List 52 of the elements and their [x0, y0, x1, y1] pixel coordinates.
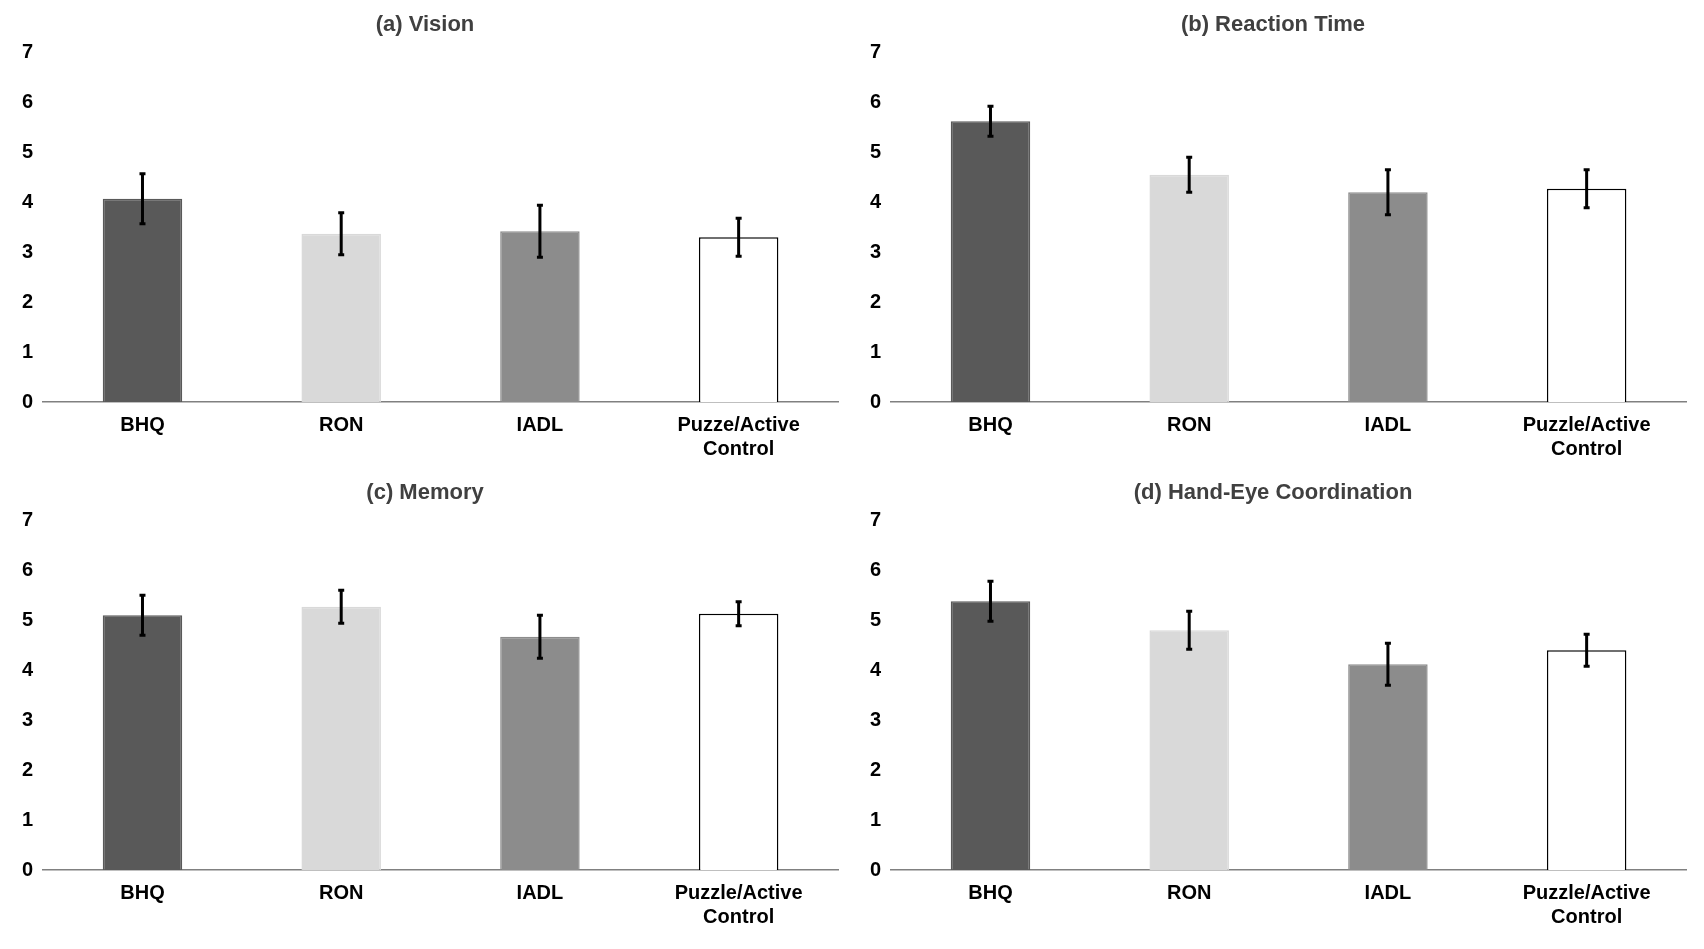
- y-tick-label: 1: [22, 807, 34, 830]
- chart-title: (c) Memory: [366, 479, 485, 505]
- y-tick-label: 1: [22, 339, 34, 362]
- y-tick-label: 0: [870, 857, 882, 880]
- y-tick-label: 1: [870, 339, 882, 362]
- y-tick-label: 6: [22, 89, 34, 112]
- x-tick-label: IADL: [1364, 412, 1412, 435]
- y-tick-label: 1: [870, 807, 882, 830]
- x-tick-label: IADL: [516, 412, 564, 435]
- x-tick-label: IADL: [516, 880, 564, 903]
- y-tick-label: 0: [870, 389, 882, 412]
- y-tick-label: 6: [22, 557, 34, 580]
- y-tick-label: 7: [870, 507, 882, 530]
- x-tick-label: BHQ: [120, 880, 165, 903]
- x-tick-label: IADL: [1364, 880, 1412, 903]
- y-tick-label: 5: [870, 139, 882, 162]
- x-tick-label: BHQ: [968, 880, 1013, 903]
- y-tick-label: 0: [22, 389, 34, 412]
- y-tick-label: 6: [870, 557, 882, 580]
- y-tick-label: 2: [870, 289, 882, 312]
- y-tick-label: 7: [22, 39, 34, 62]
- x-tick-label: RON: [1166, 412, 1212, 435]
- y-tick-label: 7: [870, 39, 882, 62]
- y-tick-label: 5: [22, 607, 34, 630]
- y-tick-label: 4: [22, 657, 34, 680]
- x-tick-label: Puzzle/Active Control: [674, 880, 803, 927]
- y-tick-label: 5: [22, 139, 34, 162]
- y-tick-label: 6: [870, 89, 882, 112]
- y-tick-label: 2: [870, 757, 882, 780]
- x-tick-label: RON: [318, 880, 364, 903]
- x-tick-label: RON: [318, 412, 364, 435]
- y-tick-label: 3: [22, 707, 34, 730]
- x-tick-label: BHQ: [968, 412, 1013, 435]
- y-tick-label: 3: [22, 239, 34, 262]
- x-tick-label: Puzzle/Active Control: [1522, 412, 1651, 459]
- y-tick-label: 2: [22, 289, 34, 312]
- x-tick-label: Puzze/Active Control: [677, 412, 800, 459]
- chart-title: (b) Reaction Time: [1180, 11, 1366, 37]
- y-tick-label: 4: [22, 189, 34, 212]
- chart-title: (a) Vision: [375, 11, 475, 37]
- y-tick-label: 3: [870, 707, 882, 730]
- y-tick-label: 0: [22, 857, 34, 880]
- x-tick-label: RON: [1166, 880, 1212, 903]
- y-tick-label: 3: [870, 239, 882, 262]
- chart-title: (d) Hand-Eye Coordination: [1133, 479, 1413, 505]
- y-tick-label: 7: [22, 507, 34, 530]
- y-tick-label: 4: [870, 189, 882, 212]
- y-tick-label: 4: [870, 657, 882, 680]
- y-tick-label: 5: [870, 607, 882, 630]
- x-tick-label: BHQ: [120, 412, 165, 435]
- x-tick-label: Puzzle/Active Control: [1522, 880, 1651, 927]
- y-tick-label: 2: [22, 757, 34, 780]
